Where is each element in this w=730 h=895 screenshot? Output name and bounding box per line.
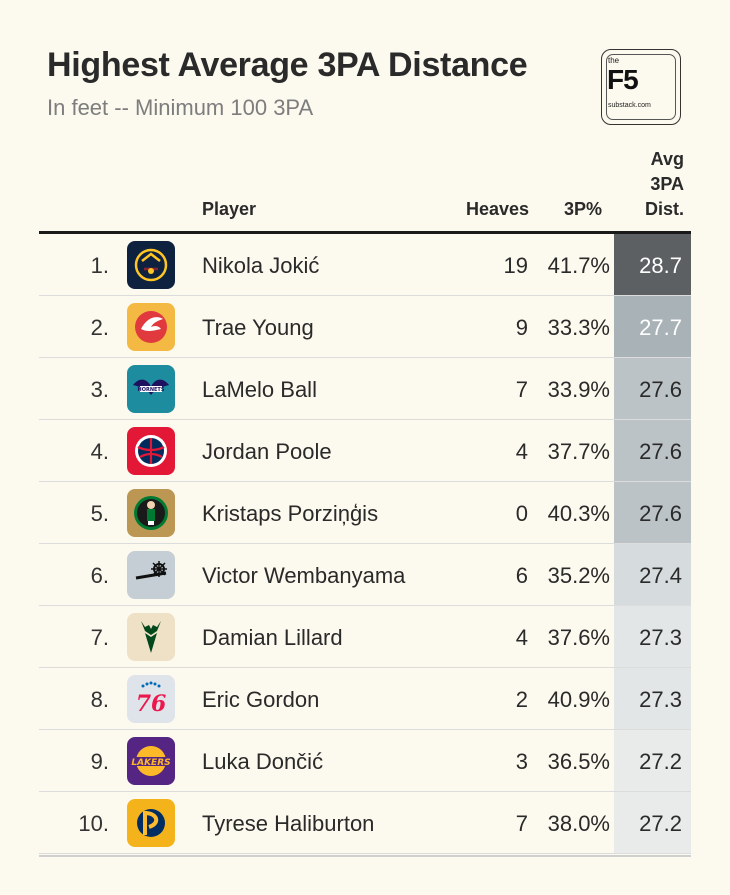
avg-dist-cell: 28.7 [614,234,691,295]
team-logo-icon [127,613,175,661]
table-row: 4. Jordan Poole 4 37.7% 27.6 [39,420,691,482]
rank-cell: 4. [90,439,109,464]
table-row: 6. Victor Wembanyama 6 35.2% 27.4 [39,544,691,606]
player-name: Victor Wembanyama [202,563,406,588]
column-header-player: Player [202,199,257,219]
three-pt-pct-cell: 36.5% [547,749,610,774]
three-pt-pct-cell: 41.7% [547,253,610,278]
three-pt-pct-cell: 40.9% [547,687,610,712]
rank-cell: 8. [90,687,109,712]
avg-dist-cell: 27.4 [614,544,691,605]
rank-cell: 6. [90,563,109,588]
table-row: 9. LAKERS Luka Dončić 3 36.5% 27.2 [39,730,691,792]
player-name: LaMelo Ball [202,377,317,402]
team-logo-icon [127,303,175,351]
rank-cell: 9. [90,749,109,774]
heaves-cell: 7 [515,377,528,402]
rank-cell: 7. [90,625,109,650]
avg-dist-cell: 27.3 [614,668,691,729]
team-logo-icon: HORNETS [127,365,175,413]
header-rule [39,231,691,234]
rank-cell: 1. [90,253,109,278]
heaves-cell: 7 [515,811,528,836]
avg-dist-cell: 27.2 [614,730,691,791]
svg-text:LAKERS: LAKERS [131,758,170,768]
column-header-3p-pct: 3P% [564,199,603,219]
team-logo-icon: LAKERS [127,737,175,785]
table-row: 8. 76 Eric Gordon 2 40.9% 27.3 [39,668,691,730]
three-pt-pct-cell: 37.6% [547,625,610,650]
table-row: 10. Tyrese Haliburton 7 38.0% 27.2 [39,792,691,854]
three-pt-pct-cell: 33.9% [547,377,610,402]
player-name: Eric Gordon [202,687,320,712]
heaves-cell: 4 [515,625,528,650]
table-row: 2. Trae Young 9 33.3% 27.7 [39,296,691,358]
svg-text:76: 76 [136,691,167,717]
avg-dist-cell: 27.7 [614,296,691,357]
three-pt-pct-cell: 40.3% [547,501,610,526]
rank-cell: 3. [90,377,109,402]
team-logo-icon [127,427,175,475]
three-pt-pct-cell: 37.7% [547,439,610,464]
bottom-rule [39,855,691,857]
rank-cell: 2. [90,315,109,340]
player-name: Luka Dončić [202,749,324,774]
column-header-heaves: Heaves [466,199,530,219]
chart-subtitle: In feet -- Minimum 100 3PA [47,95,314,120]
player-name: Jordan Poole [202,439,332,464]
logo-domain-text: substack.com [608,102,651,109]
three-pt-pct-cell: 33.3% [547,315,610,340]
table-row: 5. Kristaps Porziņģis 0 40.3% 27.6 [39,482,691,544]
player-name: Nikola Jokić [202,253,320,278]
svg-text:HORNETS: HORNETS [138,387,165,393]
team-logo-icon [127,241,175,289]
heaves-cell: 2 [515,687,528,712]
table-row: 1. Nikola Jokić 19 41.7% 28.7 [39,234,691,296]
f5-logo: the F5 substack.com [601,49,681,125]
avg-dist-cell: 27.6 [614,482,691,543]
team-logo-icon [127,551,175,599]
logo-brand-text: F5 [607,64,639,95]
team-logo-icon [127,799,175,847]
table-row: 7. Damian Lillard 4 37.6% 27.3 [39,606,691,668]
logo-the-text: the [608,56,620,65]
player-name: Tyrese Haliburton [202,811,375,836]
team-logo-icon [127,489,175,537]
heaves-cell: 4 [515,439,528,464]
rank-cell: 5. [90,501,109,526]
three-pt-pct-cell: 35.2% [547,563,610,588]
player-name: Damian Lillard [202,625,343,650]
team-logo-icon: 76 [127,675,175,723]
heaves-cell: 3 [515,749,528,774]
avg-dist-cell: 27.3 [614,606,691,667]
player-name: Kristaps Porziņģis [202,501,379,526]
chart-title: Highest Average 3PA Distance [47,46,528,84]
heaves-cell: 19 [503,253,528,278]
heaves-cell: 6 [515,563,528,588]
avg-dist-cell: 27.2 [614,792,691,853]
heaves-cell: 9 [515,315,528,340]
player-name: Trae Young [202,315,314,340]
column-header-avg-dist: Avg 3PA Dist. [644,149,684,219]
rank-cell: 10. [78,811,109,836]
avg-dist-cell: 27.6 [614,420,691,481]
heaves-cell: 0 [515,501,528,526]
three-pt-pct-cell: 38.0% [547,811,610,836]
table-row: 3. HORNETS LaMelo Ball 7 33.9% 27.6 [39,358,691,420]
avg-dist-cell: 27.6 [614,358,691,419]
